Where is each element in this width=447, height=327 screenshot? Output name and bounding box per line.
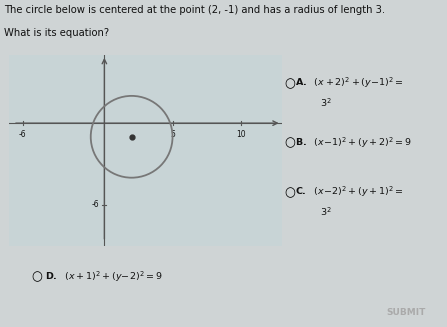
Text: $\mathbf{D.}$  $(x+1)^2 + (y\!-\!2)^2 = 9$: $\mathbf{D.}$ $(x+1)^2 + (y\!-\!2)^2 = 9… xyxy=(45,269,162,284)
Text: ○: ○ xyxy=(284,186,295,199)
Text: 10: 10 xyxy=(236,130,245,139)
Text: $3^2$: $3^2$ xyxy=(320,206,331,218)
Text: ○: ○ xyxy=(284,136,295,149)
Text: The circle below is centered at the point (2, -1) and has a radius of length 3.: The circle below is centered at the poin… xyxy=(4,5,386,15)
Text: $\mathbf{C.}$  $(x\!-\!2)^2 + (y+1)^2 =$: $\mathbf{C.}$ $(x\!-\!2)^2 + (y+1)^2 =$ xyxy=(295,184,404,198)
Text: -6: -6 xyxy=(91,200,99,210)
Text: 5: 5 xyxy=(170,130,175,139)
Text: SUBMIT: SUBMIT xyxy=(387,307,426,317)
Text: ○: ○ xyxy=(284,77,295,90)
Text: $3^2$: $3^2$ xyxy=(320,97,331,109)
Text: ○: ○ xyxy=(31,270,42,283)
Text: $\mathbf{A.}$  $(x+2)^2 + (y\!-\!1)^2 =$: $\mathbf{A.}$ $(x+2)^2 + (y\!-\!1)^2 =$ xyxy=(295,75,404,90)
Text: $\mathbf{B.}$  $(x\!-\!1)^2 + (y+2)^2 = 9$: $\mathbf{B.}$ $(x\!-\!1)^2 + (y+2)^2 = 9… xyxy=(295,135,412,149)
Text: What is its equation?: What is its equation? xyxy=(4,28,110,38)
Text: -6: -6 xyxy=(19,130,26,139)
